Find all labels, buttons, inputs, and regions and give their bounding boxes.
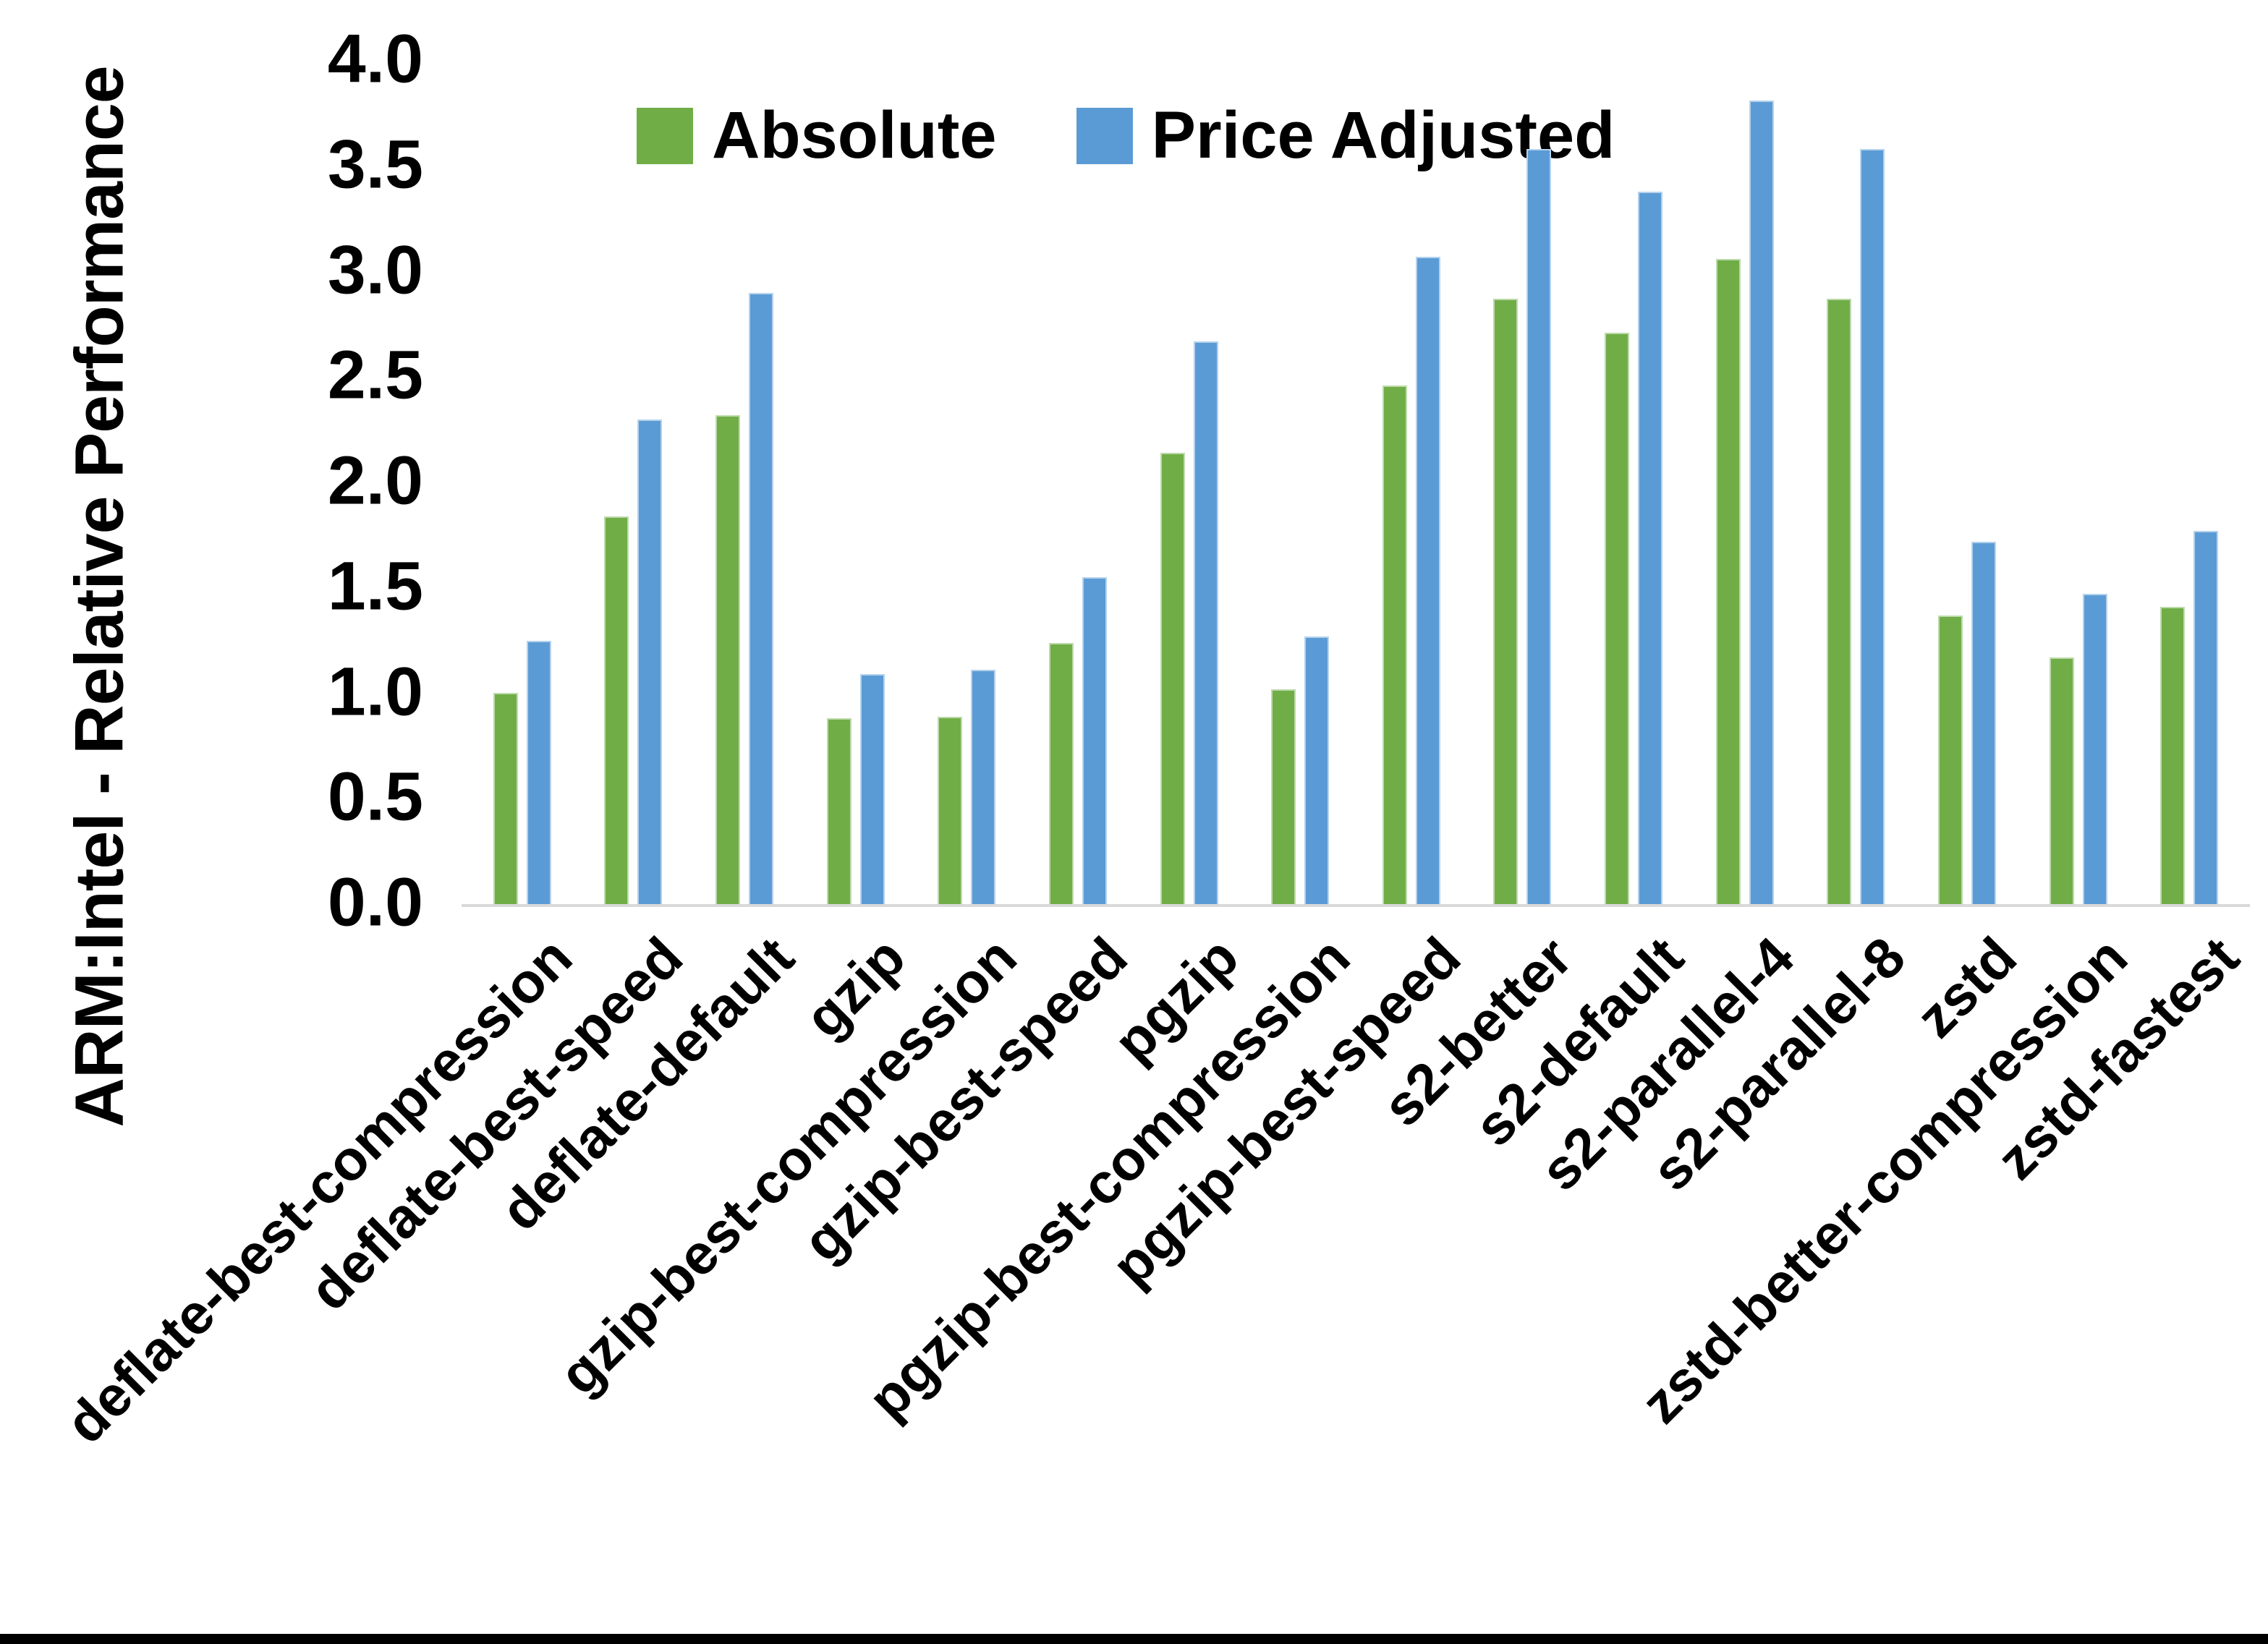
- bar-absolute-deflate-best-compression: [493, 693, 518, 904]
- y-tick-label: 2.5: [327, 336, 423, 414]
- bar-price-adjusted-gzip-best-compression: [971, 670, 995, 904]
- bar-absolute-gzip-best-compression: [938, 717, 962, 904]
- y-tick-label: 4.0: [327, 20, 423, 98]
- bar-absolute-s2-default: [1605, 333, 1629, 904]
- bar-price-adjusted-deflate-best-compression: [527, 641, 551, 904]
- bar-price-adjusted-s2-parallel-4: [1749, 101, 1774, 904]
- bar-price-adjusted-deflate-best-speed: [637, 419, 662, 904]
- bar-absolute-zstd-fastest: [2160, 607, 2185, 904]
- y-tick-label: 3.5: [327, 126, 423, 203]
- bar-absolute-gzip-best-speed: [1049, 643, 1074, 904]
- bar-absolute-s2-parallel-4: [1716, 259, 1741, 904]
- bar-price-adjusted-s2-parallel-8: [1860, 149, 1885, 904]
- legend-item-absolute: Absolute: [637, 98, 997, 174]
- bar-absolute-pgzip: [1160, 453, 1185, 904]
- legend-swatch-price-adjusted: [1076, 107, 1133, 164]
- y-axis-title: ARM:Intel - Relative Performance: [61, 66, 138, 1128]
- bar-price-adjusted-s2-better: [1526, 149, 1551, 904]
- bar-absolute-zstd-better-compression: [2050, 657, 2074, 904]
- y-tick-label: 0.0: [327, 864, 423, 941]
- y-tick-label: 0.5: [327, 758, 423, 835]
- bar-absolute-pgzip-best-speed: [1383, 386, 1407, 904]
- bar-price-adjusted-pgzip: [1194, 341, 1218, 904]
- y-tick-label: 1.5: [327, 548, 423, 625]
- legend-swatch-absolute: [637, 107, 693, 164]
- bar-price-adjusted-gzip-best-speed: [1082, 577, 1107, 904]
- window-bottom-border: [0, 1634, 2268, 1644]
- x-axis-line: [462, 904, 2250, 907]
- bar-absolute-pgzip-best-compression: [1271, 689, 1296, 904]
- y-tick-label: 3.0: [327, 231, 423, 308]
- legend-label-absolute: Absolute: [712, 98, 997, 172]
- bar-price-adjusted-gzip: [860, 674, 885, 904]
- bar-price-adjusted-s2-default: [1638, 192, 1662, 904]
- bar-absolute-gzip: [827, 718, 851, 904]
- bar-price-adjusted-zstd-better-compression: [2083, 594, 2107, 904]
- bar-absolute-deflate-best-speed: [604, 516, 629, 904]
- plot-area: [467, 61, 2245, 904]
- bar-absolute-deflate-default: [715, 415, 740, 904]
- bar-price-adjusted-zstd-fastest: [2193, 531, 2218, 904]
- bar-price-adjusted-zstd: [1971, 542, 1996, 904]
- bar-price-adjusted-pgzip-best-compression: [1304, 636, 1329, 904]
- bar-price-adjusted-pgzip-best-speed: [1416, 257, 1440, 904]
- bar-absolute-s2-better: [1493, 299, 1518, 904]
- bar-absolute-s2-parallel-8: [1827, 299, 1851, 904]
- y-tick-label: 2.0: [327, 442, 423, 519]
- bar-price-adjusted-deflate-default: [749, 293, 773, 904]
- bar-absolute-zstd: [1938, 616, 1963, 904]
- y-tick-label: 1.0: [327, 652, 423, 730]
